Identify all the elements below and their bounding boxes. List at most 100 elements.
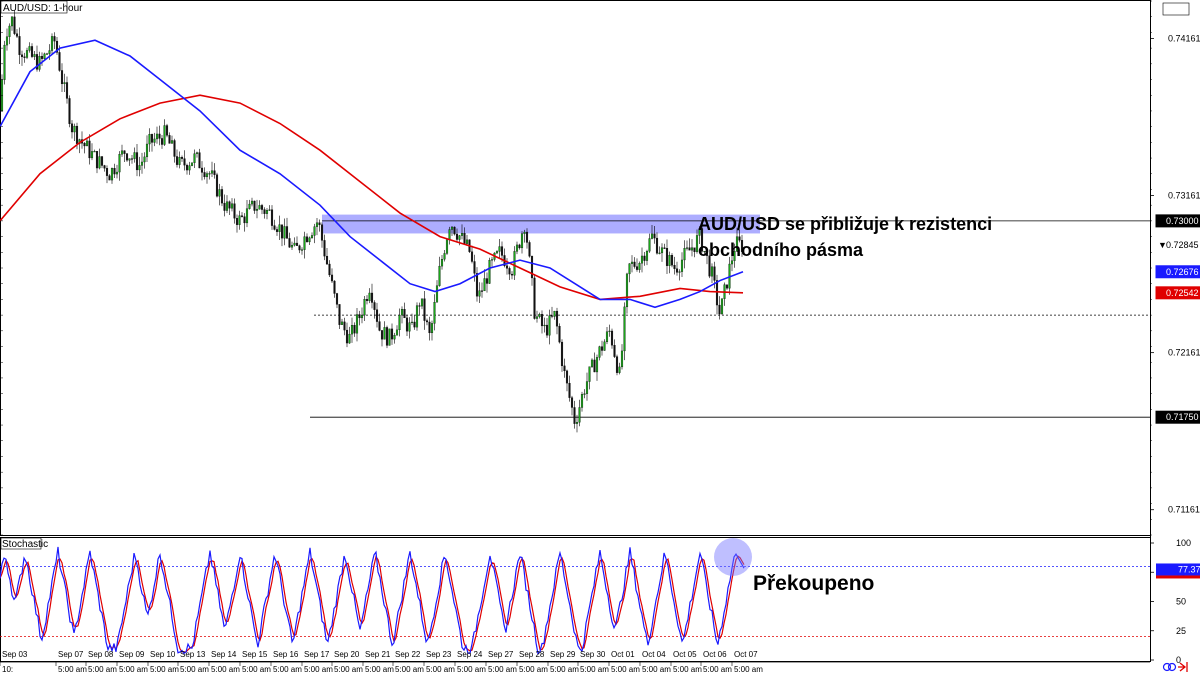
overbought-annotation: Překoupeno [753, 572, 874, 595]
candle-body [53, 36, 56, 42]
link-icon[interactable] [1162, 662, 1177, 672]
resistance-zone-layer [322, 214, 760, 234]
candle-body [453, 226, 456, 235]
time-tick-label: 5:00 am [426, 665, 455, 674]
date-tick-label: Sep 21 [365, 650, 391, 659]
time-tick-label: 5:00 am [334, 665, 363, 674]
candle-body [125, 153, 129, 161]
stoch-k-line [0, 546, 745, 656]
candle-body [510, 273, 514, 276]
candle-body [420, 298, 424, 307]
candle-body [388, 328, 391, 346]
candle-body [48, 50, 51, 54]
stoch-tick-label: 50 [1176, 597, 1186, 607]
candle-body [213, 170, 216, 175]
candle-body [735, 236, 739, 252]
candle-body [313, 226, 316, 236]
candle-body [55, 40, 59, 53]
candle-body [733, 251, 736, 261]
candle-body [148, 134, 151, 145]
candle-body [250, 200, 254, 205]
time-tick-label: 5:00 am [580, 665, 609, 674]
candle-body [660, 247, 664, 254]
candle-body [678, 271, 681, 273]
candle-body [408, 322, 411, 332]
candle-body [233, 203, 236, 219]
candle-body [45, 53, 49, 55]
candle-body [138, 165, 141, 171]
candle-body [403, 309, 406, 319]
candle-body [643, 255, 646, 261]
candle-body [395, 329, 399, 336]
candle-body [40, 56, 44, 59]
candle-body [33, 54, 36, 57]
candle-body [193, 153, 196, 163]
candle-body [58, 52, 61, 71]
time-tick-label: 5:00 am [273, 665, 302, 674]
candle-body [450, 226, 454, 230]
candle-body [708, 255, 711, 277]
candle-body [605, 331, 609, 343]
candle-body [425, 320, 429, 323]
date-tick-label: Sep 29 [550, 650, 576, 659]
candle-body [525, 231, 529, 243]
date-tick-label: Sep 07 [58, 650, 84, 659]
price-panel-frame [0, 0, 1151, 536]
candle-body [488, 260, 491, 284]
candle-body [415, 305, 419, 328]
date-tick-label: Sep 15 [242, 650, 268, 659]
candle-body [575, 422, 579, 424]
candle-body [640, 255, 644, 264]
candle-body [110, 168, 114, 181]
candle-body [588, 366, 591, 382]
candle-body [570, 397, 574, 408]
time-tick-label: 5:00 am [58, 665, 87, 674]
time-tick-label: 5:00 am [673, 665, 702, 674]
candle-body [638, 263, 641, 270]
candle-body [658, 252, 661, 254]
candle-body [130, 158, 134, 160]
date-tick-label: Sep 28 [519, 650, 545, 659]
candle-body [150, 134, 154, 143]
candle-body [245, 208, 249, 224]
candle-body [365, 299, 369, 301]
candle-body [113, 168, 116, 175]
candle-body [315, 222, 319, 227]
candle-body [198, 152, 201, 169]
panel-control-box[interactable] [1162, 2, 1190, 16]
candle-body [243, 216, 246, 224]
candle-body [568, 382, 571, 398]
candle-body [475, 273, 479, 297]
candle-body [445, 239, 449, 254]
candle-body [585, 381, 589, 394]
candle-body [190, 162, 194, 166]
candle-body [590, 359, 594, 367]
scroll-right-icon[interactable] [1178, 662, 1188, 672]
candle-body [248, 203, 251, 209]
candle-body [205, 173, 209, 178]
candle-body [608, 330, 611, 332]
candle-body [185, 164, 189, 171]
candle-body [685, 247, 689, 249]
candle-body [120, 150, 124, 155]
candle-body [635, 266, 639, 270]
stoch-current-tag-box [1156, 563, 1200, 576]
candle-body [630, 261, 634, 264]
candle-body [680, 259, 684, 272]
candle-body [230, 203, 234, 209]
price-tag-box [1155, 265, 1200, 279]
candle-body [145, 143, 149, 158]
candle-body [435, 285, 439, 303]
candle-body [348, 333, 351, 344]
resistance-zone [322, 214, 760, 234]
candle-body [528, 242, 531, 257]
candle-body [173, 140, 176, 157]
overbought-highlight-circle [714, 538, 752, 576]
symbol-label-box [0, 0, 68, 14]
candle-body [628, 263, 631, 275]
candle-body [155, 133, 159, 140]
stoch-d-line [0, 555, 745, 653]
candle-body [353, 325, 356, 334]
candle-body [293, 242, 296, 246]
